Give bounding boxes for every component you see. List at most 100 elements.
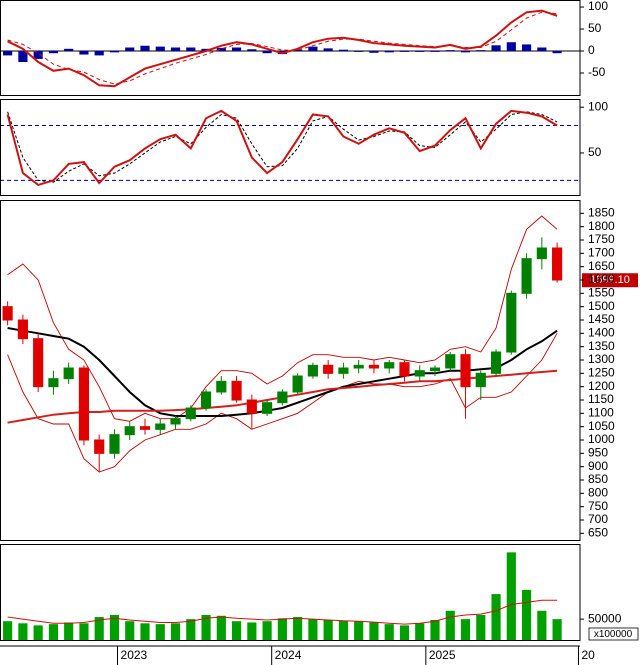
y-tick-label: 1350 [588, 339, 615, 353]
volume-bar [140, 623, 150, 640]
candle-body [552, 247, 563, 281]
y-tick-label: 1150 [588, 392, 614, 406]
histogram-bar [460, 51, 471, 53]
y-tick-label: 900 [588, 459, 608, 473]
candle-body [323, 364, 334, 374]
histogram-bar [354, 51, 364, 52]
candle-body [536, 247, 547, 260]
histogram-bar [491, 45, 501, 52]
candle-body [246, 399, 257, 414]
volume-bar [476, 614, 486, 640]
y-tick-label: 50 [588, 145, 602, 159]
candle-body [399, 362, 410, 377]
y-tick-label: 50000 [588, 611, 622, 625]
histogram-bar [79, 51, 89, 55]
histogram-bar [323, 48, 333, 52]
histogram-bar [201, 48, 211, 52]
volume-bar [445, 610, 455, 640]
volume-bar [415, 623, 425, 640]
candle-body [262, 402, 273, 414]
candle-body [277, 391, 288, 404]
histogram-bar [537, 47, 547, 52]
volume-bar [491, 594, 501, 640]
y-tick-label: 1750 [588, 232, 615, 246]
candle-body [200, 391, 212, 409]
histogram-bar [430, 51, 440, 52]
candle-body [490, 351, 502, 374]
x-tick-label: 2024 [275, 648, 302, 662]
volume-bar [18, 623, 28, 640]
y-tick-label: 1550 [588, 286, 615, 300]
panel-border [0, 200, 581, 541]
signal-line [7, 11, 558, 85]
volume-bar [155, 624, 165, 640]
candle-body [475, 372, 486, 388]
y-tick-label: 1850 [588, 206, 615, 220]
histogram-bar [476, 50, 486, 52]
volume-bar [201, 614, 211, 640]
y-tick-label: 100 [588, 99, 608, 113]
candle-body [185, 407, 196, 420]
candle-body [338, 367, 349, 374]
d-line [7, 111, 558, 183]
y-tick-label: 700 [588, 512, 608, 526]
candle-body [94, 439, 105, 454]
y-tick-label: 1650 [588, 259, 615, 273]
volume-bar [48, 624, 58, 640]
candle-body [155, 423, 166, 430]
y-tick-label: 750 [588, 499, 608, 513]
x-tick-label: 2025 [429, 648, 456, 662]
indicator-line [7, 215, 558, 422]
y-tick-label: 0 [588, 43, 595, 57]
volume-bar [506, 552, 516, 640]
candle-body [124, 426, 135, 436]
histogram-bar [506, 42, 516, 52]
y-tick-label: 1400 [588, 326, 615, 340]
volume-bar [308, 619, 318, 640]
y-tick-label: 1300 [588, 352, 615, 366]
histogram-bar [3, 51, 13, 56]
x-tick-label: 20 [581, 648, 595, 662]
histogram-bar [384, 51, 394, 53]
panel-border [0, 544, 581, 641]
candle-body [460, 354, 471, 388]
histogram-bar [247, 49, 257, 52]
volume-bar [94, 617, 104, 640]
candle-body [109, 434, 120, 454]
histogram-bar [94, 51, 104, 56]
candle-body [139, 426, 151, 430]
volume-bar [170, 623, 181, 640]
volume-bar [109, 614, 120, 640]
volume-bar [64, 622, 74, 640]
y-tick-label: 100 [588, 0, 608, 13]
volume-bar [277, 618, 287, 640]
y-tick-label: 1200 [588, 379, 615, 393]
unit-label: x100000 [594, 629, 633, 640]
volume-bar [247, 622, 257, 640]
histogram-bar [445, 50, 455, 52]
candle-body [48, 378, 59, 388]
y-tick-label: 1100 [588, 406, 614, 420]
candle-body [78, 367, 90, 441]
volume-bar [430, 619, 440, 640]
volume-bar [552, 619, 562, 640]
y-tick-label: 1500 [588, 299, 615, 313]
y-tick-label: 1600 [588, 272, 615, 286]
candle-body [292, 375, 303, 393]
histogram-bar [552, 51, 562, 54]
y-tick-label: 1450 [588, 312, 615, 326]
histogram-bar [216, 47, 226, 52]
volume-bar [216, 615, 226, 640]
volume-bar [460, 619, 471, 640]
volume-bar [399, 625, 410, 640]
candle-body [445, 354, 456, 369]
candle-body [63, 367, 74, 380]
volume-ma-line [7, 599, 558, 625]
candle-body [429, 367, 441, 372]
histogram-bar [125, 47, 135, 52]
histogram-bar [338, 49, 348, 52]
volume-bar [293, 617, 303, 640]
histogram-bar [170, 47, 181, 52]
candle-body [307, 364, 318, 377]
